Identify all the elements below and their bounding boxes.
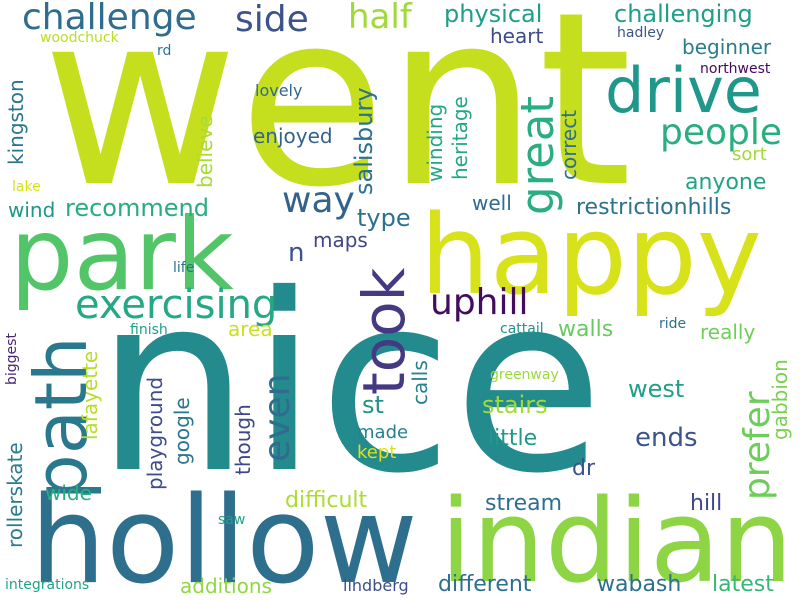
word-challenging: challenging bbox=[614, 0, 753, 28]
word-exercising: exercising bbox=[75, 282, 278, 328]
word-kingston: kingston bbox=[4, 79, 28, 165]
word-half: half bbox=[348, 0, 412, 37]
word-greenway: greenway bbox=[490, 367, 559, 383]
word-dr: dr bbox=[572, 456, 596, 481]
word-gabbion: gabbion bbox=[768, 359, 792, 440]
word-additions: additions bbox=[180, 574, 272, 598]
word-recommend: recommend bbox=[65, 194, 209, 222]
word-finish: finish bbox=[130, 322, 168, 338]
word-park: park bbox=[10, 196, 234, 313]
word-wide: wide bbox=[45, 481, 92, 505]
word-salisbury: salisbury bbox=[350, 87, 378, 195]
word-kept: kept bbox=[357, 442, 397, 463]
word-walls: walls bbox=[558, 317, 614, 342]
word-cattail: cattail bbox=[500, 321, 544, 337]
word-heart: heart bbox=[490, 24, 544, 48]
word-well: well bbox=[472, 191, 512, 215]
word-difficult: difficult bbox=[285, 488, 368, 513]
word-rollerskate: rollerskate bbox=[3, 442, 27, 548]
word-st: st bbox=[362, 391, 384, 419]
word-hollow: hollow bbox=[30, 472, 418, 600]
word-lovely: lovely bbox=[255, 81, 303, 100]
word-wind: wind bbox=[8, 198, 56, 222]
word-playground: playground bbox=[143, 376, 167, 490]
word-wabash: wabash bbox=[597, 572, 682, 597]
word-way: way bbox=[282, 180, 355, 221]
word-physical: physical bbox=[444, 0, 543, 28]
word-happy: happy bbox=[420, 191, 762, 319]
word-ride: ride bbox=[659, 316, 687, 332]
word-lindberg: lindberg bbox=[343, 576, 409, 595]
word-west: west bbox=[628, 375, 685, 403]
word-made: made bbox=[357, 422, 409, 443]
word-indian: indian bbox=[440, 475, 794, 600]
word-went: went bbox=[42, 0, 633, 240]
word-sort: sort bbox=[732, 144, 767, 165]
word-side: side bbox=[235, 0, 309, 40]
word-maps: maps bbox=[313, 228, 368, 252]
word-stream: stream bbox=[485, 491, 563, 516]
word-lafayette: lafayette bbox=[78, 350, 102, 440]
word-challenge: challenge bbox=[22, 0, 197, 38]
word-great: great bbox=[511, 96, 564, 215]
word-beginner: beginner bbox=[682, 35, 772, 59]
word-type: type bbox=[357, 204, 411, 232]
word-northwest: northwest bbox=[700, 61, 771, 77]
word-different: different bbox=[438, 572, 532, 597]
word-google: google bbox=[170, 397, 194, 465]
word-winding: winding bbox=[423, 103, 447, 182]
word-even: even bbox=[257, 373, 298, 462]
word-stairs: stairs bbox=[482, 391, 548, 419]
word-calls: calls bbox=[408, 360, 432, 405]
word-people: people bbox=[660, 112, 783, 153]
word-hill: hill bbox=[690, 491, 723, 516]
word-area: area bbox=[228, 317, 273, 341]
word-drive: drive bbox=[605, 54, 762, 127]
word-believe: believe bbox=[193, 115, 217, 188]
word-heritage: heritage bbox=[448, 96, 472, 180]
word-latest: latest bbox=[712, 572, 774, 597]
word-took: took bbox=[350, 267, 418, 395]
word-lake: lake bbox=[12, 179, 41, 195]
word-little: little bbox=[488, 426, 538, 451]
word-integrations: integrations bbox=[5, 577, 90, 593]
word-nice: nice bbox=[95, 242, 604, 527]
word-rd: rd bbox=[157, 43, 172, 59]
word-saw: saw bbox=[218, 512, 246, 528]
word-woodchuck: woodchuck bbox=[40, 30, 119, 46]
word-uphill: uphill bbox=[430, 282, 529, 323]
word-hadley: hadley bbox=[617, 25, 665, 41]
word-restrictionhills: restrictionhills bbox=[576, 195, 732, 220]
word-ends: ends bbox=[635, 423, 698, 453]
word-really: really bbox=[700, 320, 756, 344]
word-correct: correct bbox=[557, 109, 581, 180]
word-life: life bbox=[173, 260, 195, 276]
word-biggest: biggest bbox=[4, 333, 20, 385]
word-enjoyed: enjoyed bbox=[253, 124, 333, 148]
word-anyone: anyone bbox=[685, 170, 767, 195]
word-n: n bbox=[288, 238, 305, 268]
word-though: though bbox=[231, 404, 255, 475]
